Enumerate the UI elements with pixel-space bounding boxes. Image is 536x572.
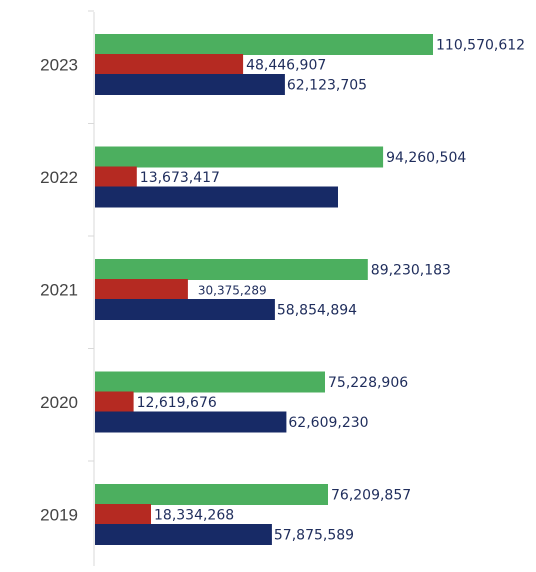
data-label: 12,619,676 — [137, 395, 217, 411]
category-label: 2022 — [40, 168, 78, 187]
bar — [95, 299, 275, 320]
data-label: 110,570,612 — [436, 38, 525, 54]
data-label: 18,334,268 — [154, 508, 234, 524]
data-label: 58,854,894 — [277, 303, 357, 319]
category-label: 2023 — [40, 56, 78, 75]
data-label: 48,446,907 — [246, 58, 326, 74]
bar — [95, 484, 328, 505]
category-label: 2021 — [40, 281, 78, 300]
data-label: 89,230,183 — [371, 263, 451, 279]
data-label: 75,228,906 — [328, 375, 408, 391]
data-label: 62,609,230 — [288, 415, 368, 431]
bar — [95, 186, 338, 208]
bar — [95, 166, 137, 188]
category-label: 2019 — [40, 506, 78, 525]
data-label: 57,875,589 — [274, 528, 354, 544]
data-label: 76,209,857 — [331, 488, 411, 504]
bar — [95, 259, 368, 280]
data-label: 30,375,289 — [198, 284, 267, 298]
data-label: 62,123,705 — [287, 78, 367, 94]
bar — [95, 504, 151, 525]
bar — [95, 524, 272, 545]
bar — [95, 279, 188, 300]
data-label: 94,260,504 — [386, 150, 466, 166]
bar — [95, 74, 285, 95]
data-label: 13,673,417 — [140, 170, 220, 186]
bar — [95, 146, 384, 168]
bar — [95, 34, 433, 55]
bar — [95, 411, 287, 433]
bar — [95, 371, 325, 393]
category-label: 2020 — [40, 393, 78, 412]
bar — [95, 54, 244, 75]
bar — [95, 391, 134, 413]
